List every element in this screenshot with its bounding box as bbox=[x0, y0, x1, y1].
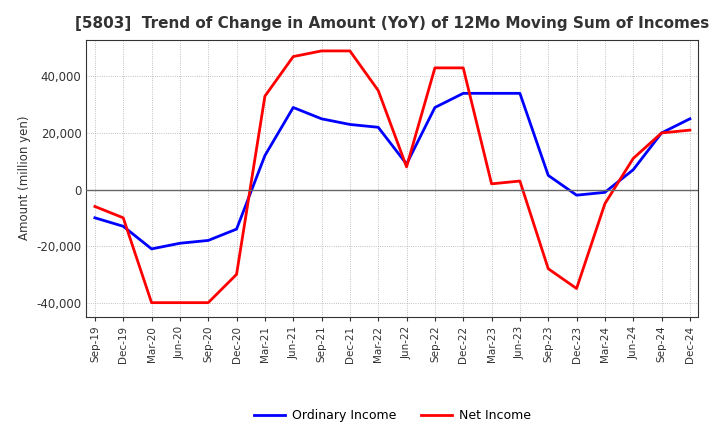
Net Income bbox=[119, 215, 127, 220]
Net Income bbox=[459, 65, 467, 70]
Net Income bbox=[261, 94, 269, 99]
Net Income bbox=[402, 164, 411, 169]
Ordinary Income bbox=[544, 173, 552, 178]
Ordinary Income bbox=[459, 91, 467, 96]
Ordinary Income bbox=[402, 161, 411, 167]
Net Income bbox=[374, 88, 382, 93]
Ordinary Income bbox=[572, 193, 581, 198]
Ordinary Income bbox=[374, 125, 382, 130]
Title: [5803]  Trend of Change in Amount (YoY) of 12Mo Moving Sum of Incomes: [5803] Trend of Change in Amount (YoY) o… bbox=[76, 16, 709, 32]
Ordinary Income bbox=[516, 91, 524, 96]
Y-axis label: Amount (million yen): Amount (million yen) bbox=[18, 116, 31, 240]
Ordinary Income bbox=[346, 122, 354, 127]
Line: Ordinary Income: Ordinary Income bbox=[95, 93, 690, 249]
Net Income bbox=[233, 272, 241, 277]
Net Income bbox=[572, 286, 581, 291]
Net Income bbox=[346, 48, 354, 54]
Net Income bbox=[91, 204, 99, 209]
Ordinary Income bbox=[233, 227, 241, 232]
Ordinary Income bbox=[629, 167, 637, 172]
Net Income bbox=[516, 178, 524, 183]
Net Income bbox=[176, 300, 184, 305]
Net Income bbox=[657, 130, 666, 136]
Net Income bbox=[289, 54, 297, 59]
Ordinary Income bbox=[657, 130, 666, 136]
Ordinary Income bbox=[487, 91, 496, 96]
Ordinary Income bbox=[261, 153, 269, 158]
Net Income bbox=[629, 156, 637, 161]
Ordinary Income bbox=[600, 190, 609, 195]
Net Income bbox=[318, 48, 326, 54]
Ordinary Income bbox=[91, 215, 99, 220]
Net Income bbox=[600, 201, 609, 206]
Ordinary Income bbox=[119, 224, 127, 229]
Net Income bbox=[204, 300, 212, 305]
Line: Net Income: Net Income bbox=[95, 51, 690, 303]
Ordinary Income bbox=[148, 246, 156, 252]
Ordinary Income bbox=[289, 105, 297, 110]
Net Income bbox=[431, 65, 439, 70]
Ordinary Income bbox=[204, 238, 212, 243]
Ordinary Income bbox=[431, 105, 439, 110]
Net Income bbox=[148, 300, 156, 305]
Legend: Ordinary Income, Net Income: Ordinary Income, Net Income bbox=[249, 404, 536, 427]
Net Income bbox=[544, 266, 552, 271]
Ordinary Income bbox=[318, 116, 326, 121]
Ordinary Income bbox=[176, 241, 184, 246]
Net Income bbox=[487, 181, 496, 187]
Net Income bbox=[685, 128, 694, 133]
Ordinary Income bbox=[685, 116, 694, 121]
